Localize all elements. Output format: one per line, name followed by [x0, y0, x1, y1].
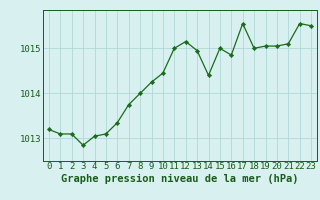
X-axis label: Graphe pression niveau de la mer (hPa): Graphe pression niveau de la mer (hPa)	[61, 174, 299, 184]
